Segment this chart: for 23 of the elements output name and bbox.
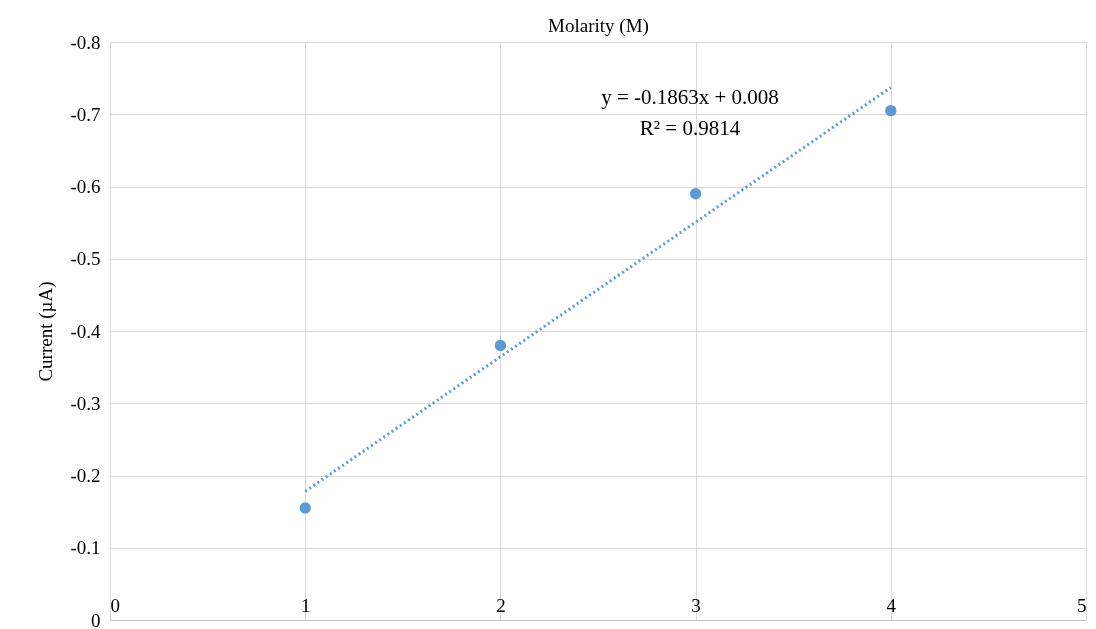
x-tick-label: 3 (691, 594, 701, 616)
y-tick-label: -0.2 (70, 465, 101, 486)
y-tick-label: -0.1 (70, 537, 101, 559)
x-tick-label: 5 (1077, 594, 1087, 616)
y-tick-label: -0.7 (70, 103, 101, 125)
x-tick-label: 4 (886, 594, 897, 616)
point (299, 502, 311, 514)
y-tick-label: -0.5 (70, 248, 101, 270)
y-tick-label: -0.8 (70, 31, 101, 53)
point (689, 188, 702, 200)
y-tick-label: 0 (91, 609, 101, 629)
x-tick-label: 0 (110, 594, 120, 616)
point (494, 339, 507, 352)
y-tick-label: -0.3 (70, 392, 101, 414)
point (885, 104, 897, 117)
annotation: R² = 0.9814 (639, 116, 741, 140)
annotation: y = -0.1863x + 0.008 (601, 85, 779, 109)
y-axis-title: Current (µA) (35, 281, 58, 382)
x-axis-title: Molarity (M) (548, 14, 649, 37)
y-tick-label: -0.6 (70, 176, 101, 197)
y-tick-label: -0.4 (70, 320, 101, 342)
x-tick-label: 1 (300, 594, 311, 616)
x-tick-label: 2 (496, 594, 506, 616)
